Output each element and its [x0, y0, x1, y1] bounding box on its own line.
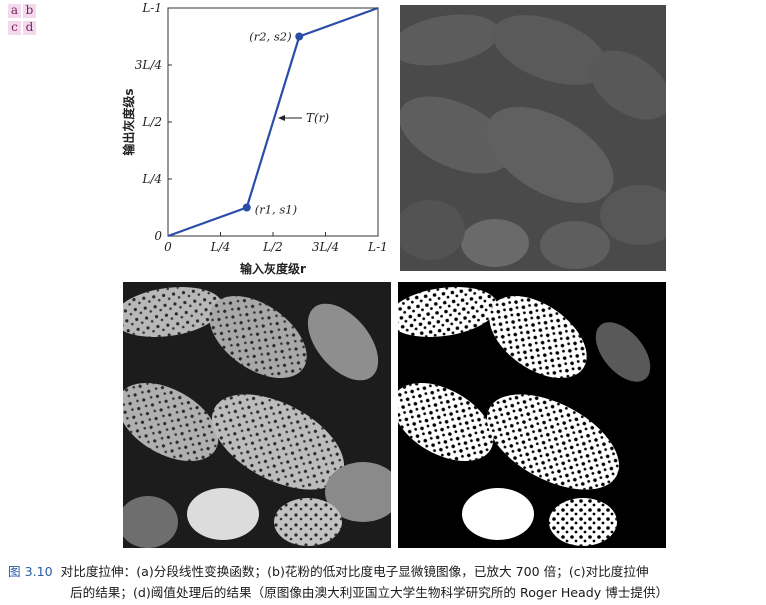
- point-r1-s1-label: (r1, s1): [255, 203, 297, 217]
- x-tick-label: 0: [164, 240, 172, 254]
- panel-key-c: c: [8, 21, 21, 35]
- contrast-stretched-pollen-image: [123, 282, 391, 548]
- y-tick-label: 3L/4: [135, 58, 162, 72]
- figure-number: 图 3.10: [8, 564, 53, 579]
- y-axis-label: 输出灰度级s: [121, 88, 136, 155]
- x-tick-label: L/4: [210, 240, 231, 254]
- point-r2-s2: [295, 32, 304, 41]
- y-tick-label: 0: [154, 229, 162, 243]
- point-r1-s1: [242, 203, 251, 212]
- figure-caption: 图 3.10 对比度拉伸：(a)分段线性变换函数；(b)花粉的低对比度电子显微镜图…: [8, 561, 758, 603]
- y-tick-label: L/2: [141, 115, 162, 129]
- caption-line-1: 对比度拉伸：(a)分段线性变换函数；(b)花粉的低对比度电子显微镜图像，已放大 …: [60, 564, 649, 579]
- panel-key-b: b: [23, 4, 36, 18]
- point-r2-s2-label: (r2, s2): [249, 30, 291, 44]
- x-tick-label: L-1: [367, 240, 388, 254]
- curve-label: T(r): [306, 111, 329, 125]
- x-axis-label: 输入灰度级r: [240, 261, 306, 276]
- transformation-function-chart: 00 L/4 L/4 L/2 L/2 3L/4 3L/4 L-1 L-1 (r1, s1) (r…: [121, 1, 388, 276]
- x-tick-label: 3L/4: [312, 240, 339, 254]
- thresholded-pollen-image: [398, 282, 666, 548]
- panel-key: a b c d: [8, 4, 36, 35]
- transformation-curve: [167, 6, 379, 238]
- panel-key-d: d: [23, 21, 36, 35]
- caption-line-2: 后的结果；(d)阈值处理后的结果（原图像由澳大利亚国立大学生物科学研究所的 Ro…: [70, 585, 669, 600]
- x-tick-label: L/2: [262, 240, 283, 254]
- curve-pointer-arrowhead: [278, 115, 285, 121]
- panel-key-a: a: [8, 4, 21, 18]
- y-tick-label: L-1: [141, 1, 162, 15]
- y-tick-label: L/4: [141, 172, 162, 186]
- low-contrast-pollen-image: [400, 5, 666, 271]
